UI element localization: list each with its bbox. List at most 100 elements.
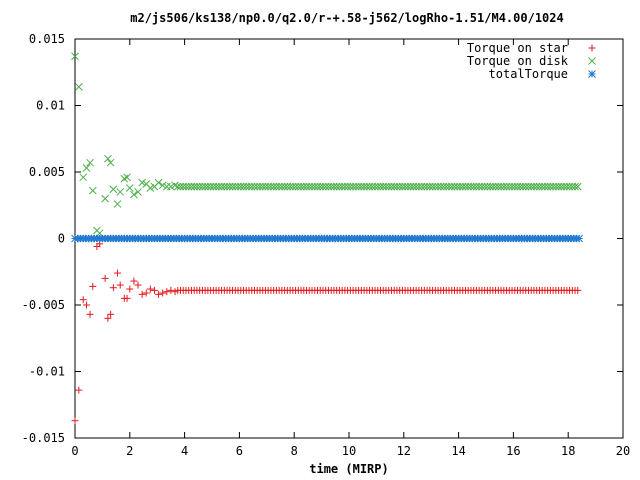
data-point (406, 182, 415, 191)
data-point (423, 182, 431, 191)
data-point (445, 182, 453, 191)
data-point (247, 182, 256, 191)
data-point (126, 285, 134, 293)
data-point (86, 158, 94, 167)
data-point (491, 182, 500, 191)
x-axis-label: time (MIRP) (309, 462, 388, 476)
data-point (204, 182, 212, 191)
data-point (182, 182, 190, 191)
data-point (106, 158, 115, 167)
data-point (294, 182, 303, 191)
data-point (464, 182, 473, 191)
x-tick-label: 14 (451, 444, 465, 458)
data-point (88, 186, 97, 195)
data-point (546, 182, 555, 191)
data-point (71, 52, 79, 61)
data-point (184, 182, 193, 191)
data-point (269, 182, 278, 191)
data-point (313, 182, 322, 191)
data-point (234, 182, 242, 191)
data-point (86, 310, 94, 318)
data-point (288, 182, 297, 191)
data-point (472, 182, 481, 191)
data-point (568, 182, 577, 191)
data-point (571, 182, 579, 191)
legend-swatch (588, 44, 596, 52)
data-point (521, 182, 530, 191)
data-point (456, 182, 464, 191)
data-point (155, 290, 163, 298)
data-point (519, 182, 527, 191)
data-point (89, 282, 97, 290)
data-point (562, 182, 571, 191)
data-point (417, 182, 426, 191)
data-point (552, 182, 560, 191)
data-point (351, 182, 360, 191)
data-point (324, 182, 333, 191)
data-point (101, 194, 109, 203)
data-point (488, 182, 497, 191)
data-point (346, 182, 355, 191)
legend-swatch (588, 70, 596, 78)
data-point (516, 182, 525, 191)
data-point (316, 182, 325, 191)
data-point (450, 182, 459, 191)
data-point (107, 310, 115, 318)
data-point (134, 188, 142, 196)
data-point (371, 182, 379, 191)
data-point (198, 182, 207, 191)
data-point (390, 182, 399, 191)
data-point (101, 274, 109, 282)
data-point (173, 182, 182, 191)
data-point (434, 182, 442, 191)
data-point (308, 182, 316, 191)
data-point (475, 182, 484, 191)
x-tick-label: 6 (236, 444, 243, 458)
data-point (575, 234, 584, 243)
data-point (130, 190, 138, 199)
data-point (379, 182, 388, 191)
data-point (83, 301, 91, 309)
data-point (357, 182, 366, 191)
data-point (291, 182, 300, 191)
data-point (176, 182, 185, 191)
data-point (447, 182, 456, 191)
data-point (146, 285, 154, 293)
data-point (239, 182, 248, 191)
data-point (206, 182, 215, 191)
data-point (343, 182, 352, 191)
data-point (214, 182, 223, 191)
legend-label-star: Torque on star (467, 41, 568, 55)
data-point (190, 182, 199, 191)
data-point (193, 182, 201, 191)
data-point (280, 182, 289, 191)
data-point (494, 182, 503, 191)
x-tick-label: 8 (291, 444, 298, 458)
data-point (532, 182, 541, 191)
data-point (228, 182, 237, 191)
data-point (286, 182, 294, 191)
y-tick-label: 0.015 (29, 32, 65, 46)
data-point (469, 182, 478, 191)
data-point (349, 182, 357, 191)
data-point (365, 182, 374, 191)
data-point (415, 182, 423, 191)
data-point (209, 182, 218, 191)
data-point (398, 182, 407, 191)
x-tick-label: 10 (342, 444, 356, 458)
data-point (453, 182, 462, 191)
data-point (154, 178, 163, 187)
series-0 (71, 240, 582, 425)
data-point (497, 182, 505, 191)
data-point (382, 182, 390, 191)
data-point (242, 182, 251, 191)
data-point (201, 182, 210, 191)
data-point (299, 182, 308, 191)
data-point (195, 182, 204, 191)
data-point (212, 182, 220, 191)
data-point (354, 182, 363, 191)
data-point (510, 182, 519, 191)
data-point (332, 182, 341, 191)
data-point (535, 182, 544, 191)
